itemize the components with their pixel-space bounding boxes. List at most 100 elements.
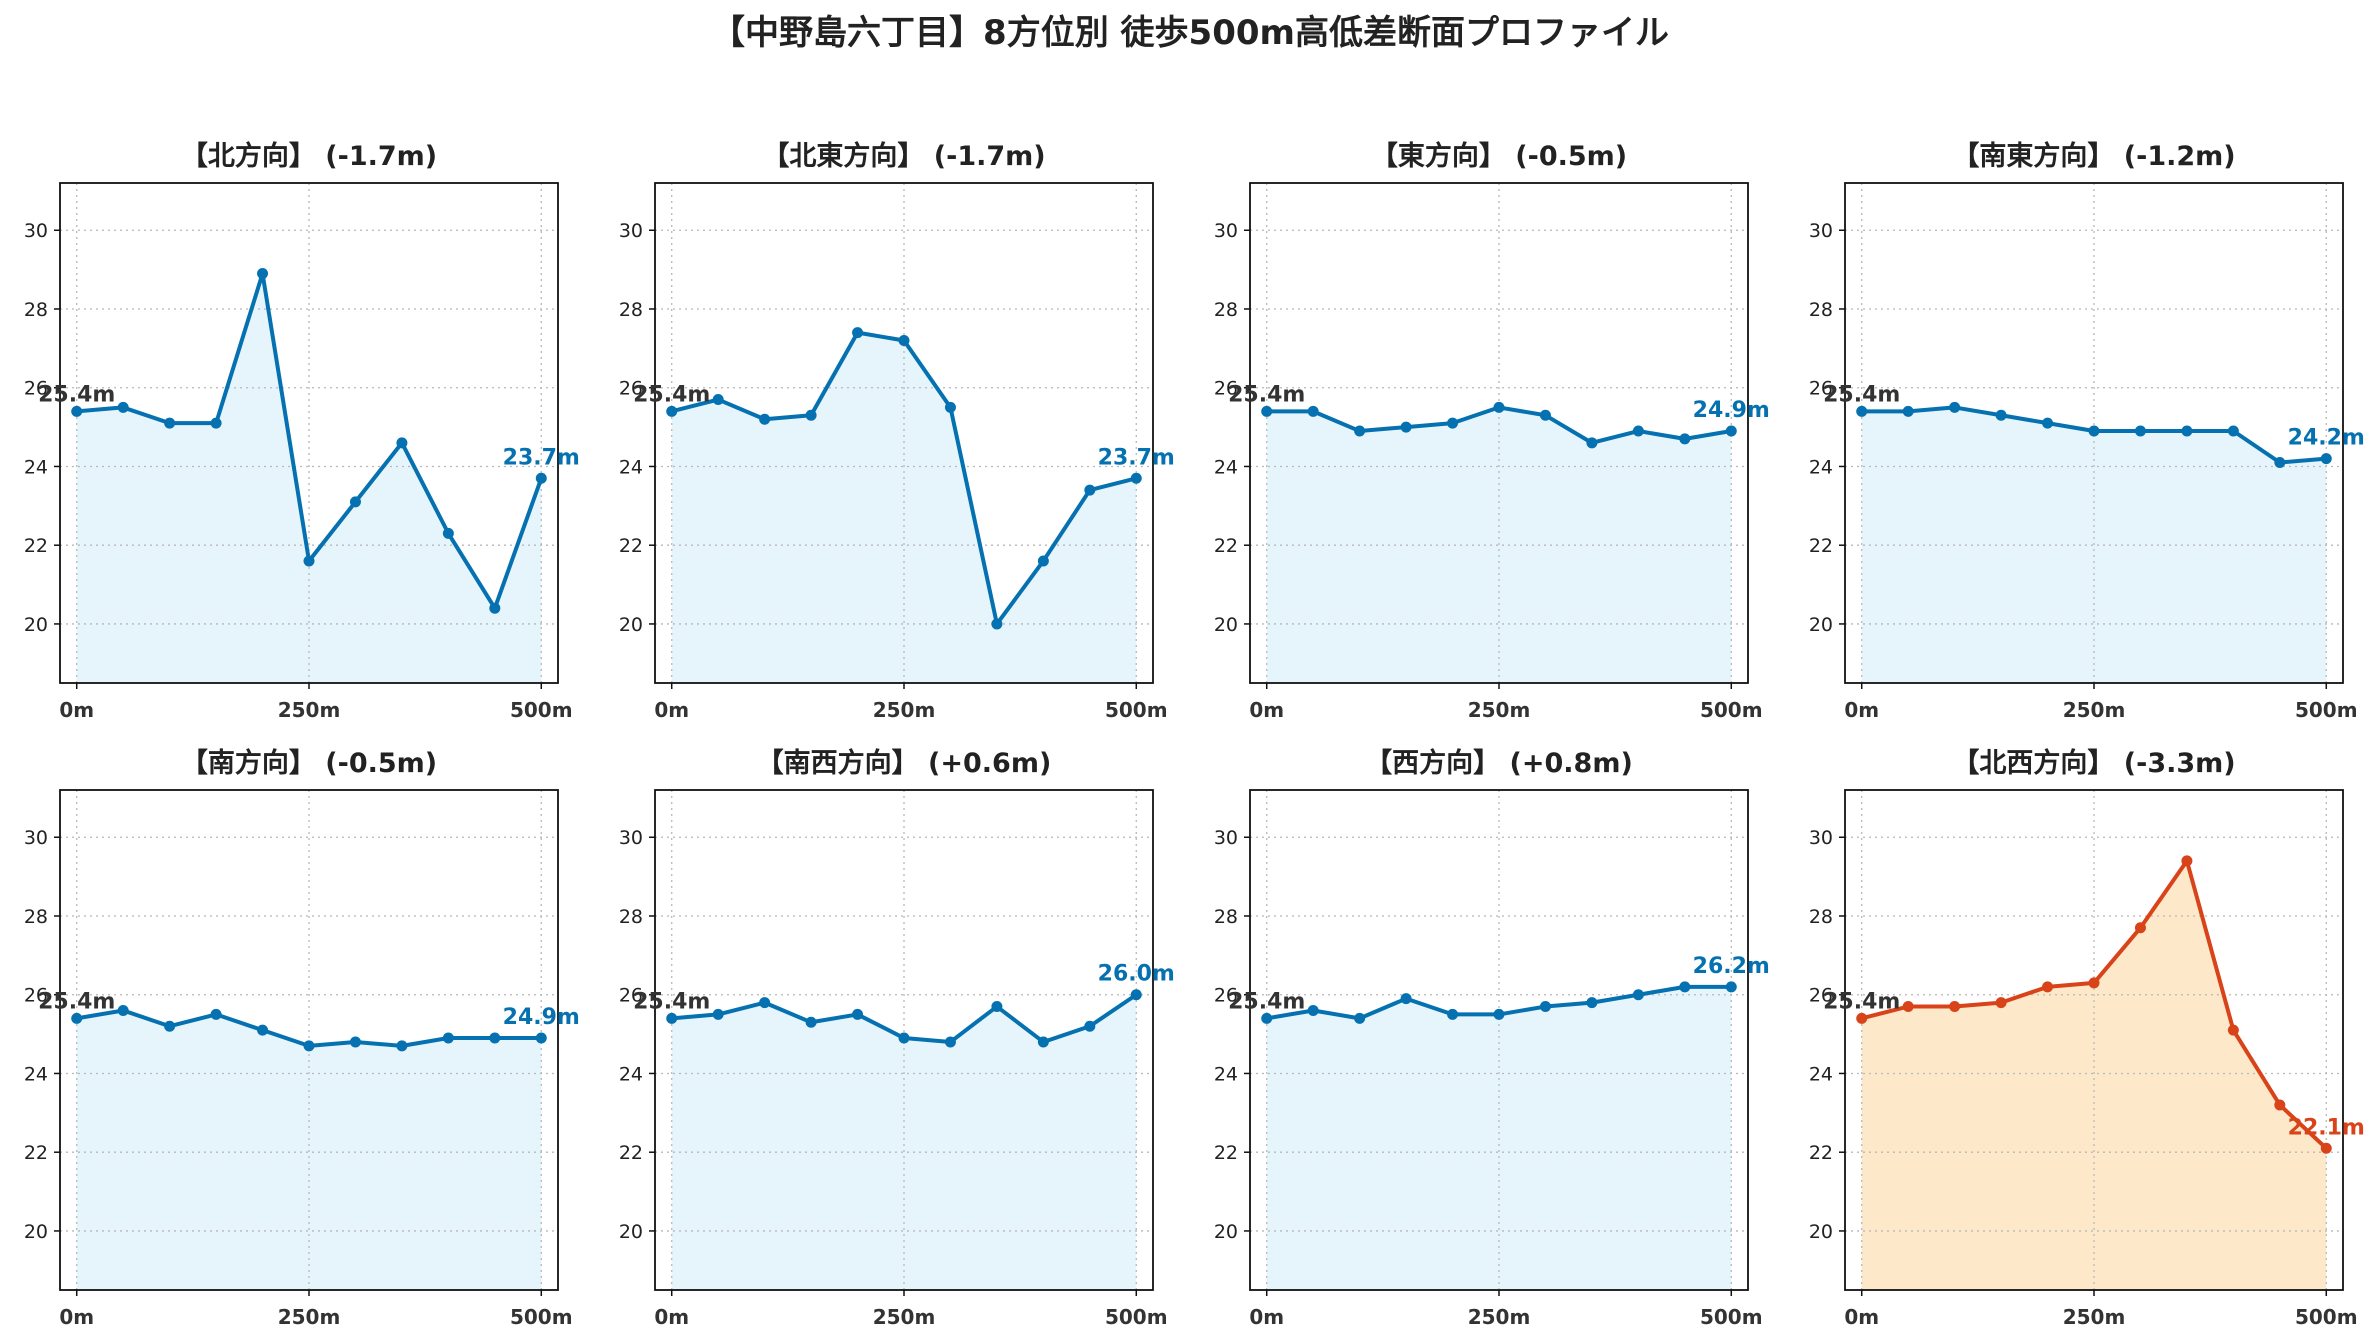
xtick-label: 500m bbox=[1700, 698, 1763, 722]
ytick-label: 26 bbox=[1809, 985, 1833, 1007]
data-point bbox=[442, 527, 454, 539]
ytick-label: 22 bbox=[24, 1142, 48, 1164]
ytick-label: 24 bbox=[1214, 1063, 1238, 1085]
data-point bbox=[944, 1036, 956, 1048]
data-point bbox=[1949, 401, 1961, 413]
data-point bbox=[257, 268, 269, 280]
data-point bbox=[535, 1032, 547, 1044]
ytick-label: 20 bbox=[1214, 1221, 1238, 1243]
xtick-label: 0m bbox=[59, 698, 94, 722]
data-point bbox=[1539, 409, 1551, 421]
xtick-label: 0m bbox=[1249, 698, 1284, 722]
data-point bbox=[1400, 993, 1412, 1005]
ytick-label: 24 bbox=[24, 1063, 48, 1085]
data-point bbox=[303, 555, 315, 567]
ytick-label: 22 bbox=[1214, 535, 1238, 557]
data-point bbox=[210, 1008, 222, 1020]
start-elevation-label: 25.4m bbox=[633, 382, 710, 407]
data-point bbox=[898, 1032, 910, 1044]
ytick-label: 30 bbox=[1214, 827, 1238, 849]
data-point bbox=[759, 413, 771, 425]
data-point bbox=[2042, 981, 2054, 993]
data-point bbox=[1400, 421, 1412, 433]
ytick-label: 26 bbox=[1809, 378, 1833, 400]
data-point bbox=[1949, 1001, 1961, 1013]
data-point bbox=[71, 1012, 83, 1024]
data-point bbox=[2274, 457, 2286, 469]
data-point bbox=[257, 1024, 269, 1036]
data-point bbox=[489, 1032, 501, 1044]
data-point bbox=[1679, 433, 1691, 445]
end-elevation-label: 26.0m bbox=[1098, 962, 1175, 987]
data-point bbox=[1354, 1012, 1366, 1024]
xtick-label: 500m bbox=[1105, 698, 1168, 722]
data-point bbox=[1447, 417, 1459, 429]
ytick-label: 28 bbox=[24, 299, 48, 321]
data-point bbox=[1995, 997, 2007, 1009]
data-point bbox=[1130, 989, 1142, 1001]
ytick-label: 20 bbox=[1214, 614, 1238, 636]
panel-0: 【北方向】 (-1.7m) 20 22 24 26 28 30 0m 250m 500m 25.4m… bbox=[24, 140, 580, 722]
data-point bbox=[164, 417, 176, 429]
panel-title: 【西方向】 (+0.8m) bbox=[1365, 747, 1633, 779]
data-point bbox=[759, 997, 771, 1009]
ytick-label: 28 bbox=[1214, 906, 1238, 928]
data-point bbox=[1307, 405, 1319, 417]
data-point bbox=[2227, 1024, 2239, 1036]
xtick-label: 500m bbox=[510, 698, 573, 722]
xtick-label: 0m bbox=[1844, 1305, 1879, 1329]
data-point bbox=[442, 1032, 454, 1044]
ytick-label: 26 bbox=[24, 985, 48, 1007]
profile-area bbox=[1266, 407, 1732, 683]
panel-1: 【北東方向】 (-1.7m) 20 22 24 26 28 30 0m 250m 500m 25.4… bbox=[619, 140, 1175, 722]
data-point bbox=[666, 1012, 678, 1024]
data-point bbox=[1539, 1001, 1551, 1013]
data-point bbox=[396, 437, 408, 449]
panel-2: 【東方向】 (-0.5m) 20 22 24 26 28 30 0m 250m 500m 25.4m… bbox=[1214, 140, 1770, 722]
ytick-label: 24 bbox=[1809, 1063, 1833, 1085]
ytick-label: 24 bbox=[619, 456, 643, 478]
panels-grid: 【北方向】 (-1.7m) 20 22 24 26 28 30 0m 250m 500m 25.4m… bbox=[24, 140, 2365, 1329]
data-point bbox=[1447, 1008, 1459, 1020]
xtick-label: 250m bbox=[278, 1305, 341, 1329]
data-point bbox=[1261, 405, 1273, 417]
ytick-label: 28 bbox=[24, 906, 48, 928]
end-elevation-label: 24.9m bbox=[1693, 398, 1770, 423]
ytick-label: 22 bbox=[1809, 1142, 1833, 1164]
xtick-label: 250m bbox=[2063, 698, 2126, 722]
panel-title: 【北西方向】 (-3.3m) bbox=[1952, 747, 2235, 779]
data-point bbox=[2320, 453, 2332, 465]
ytick-label: 20 bbox=[619, 1221, 643, 1243]
ytick-label: 28 bbox=[1809, 299, 1833, 321]
xtick-label: 250m bbox=[278, 698, 341, 722]
xtick-label: 500m bbox=[1700, 1305, 1763, 1329]
panel-title: 【北東方向】 (-1.7m) bbox=[762, 140, 1045, 172]
data-point bbox=[991, 1001, 1003, 1013]
end-elevation-label: 24.9m bbox=[503, 1005, 580, 1030]
data-point bbox=[1902, 1001, 1914, 1013]
data-point bbox=[1632, 989, 1644, 1001]
end-elevation-label: 26.2m bbox=[1693, 954, 1770, 979]
ytick-label: 30 bbox=[619, 220, 643, 242]
start-elevation-label: 25.4m bbox=[38, 382, 115, 407]
data-point bbox=[2274, 1099, 2286, 1111]
xtick-label: 250m bbox=[2063, 1305, 2126, 1329]
xtick-label: 0m bbox=[1249, 1305, 1284, 1329]
data-point bbox=[2042, 417, 2054, 429]
data-point bbox=[2320, 1142, 2332, 1154]
ytick-label: 28 bbox=[1809, 906, 1833, 928]
data-point bbox=[852, 327, 864, 339]
ytick-label: 26 bbox=[1214, 378, 1238, 400]
xtick-label: 0m bbox=[1844, 698, 1879, 722]
data-point bbox=[2181, 855, 2193, 867]
data-point bbox=[349, 496, 361, 508]
panel-title: 【北方向】 (-1.7m) bbox=[181, 140, 437, 172]
ytick-label: 24 bbox=[24, 456, 48, 478]
data-point bbox=[1995, 409, 2007, 421]
ytick-label: 24 bbox=[619, 1063, 643, 1085]
data-point bbox=[712, 394, 724, 406]
xtick-label: 0m bbox=[59, 1305, 94, 1329]
data-point bbox=[1261, 1012, 1273, 1024]
ytick-label: 22 bbox=[619, 535, 643, 557]
xtick-label: 500m bbox=[510, 1305, 573, 1329]
